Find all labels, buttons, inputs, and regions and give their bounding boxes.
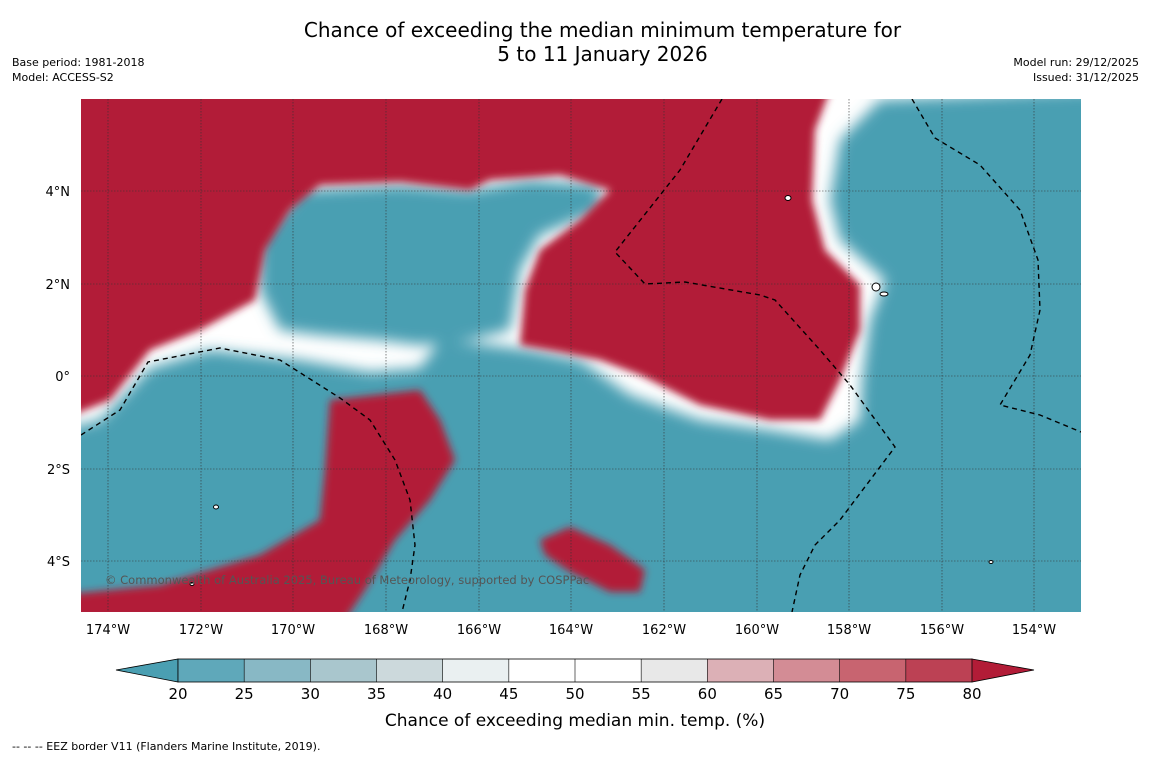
warm-region-south [540,527,645,592]
island-2 [871,282,881,292]
colorbar-frame [177,658,973,683]
colorbar-tick-label: 35 [367,685,386,703]
lon-label-158w: 158°W [827,623,871,638]
colorbar-bin [707,659,774,682]
lon-label-174w: 174°W [86,623,130,638]
warm-regions [81,99,860,612]
colorbar: 20 25 30 35 40 45 50 55 60 65 70 75 80 Chance of exc… [115,658,1035,731]
colorbar-tick-label: 30 [301,685,320,703]
warm-region-northwest [81,99,860,420]
colorbar-tick-label: 25 [235,685,254,703]
lat-label-0: 0° [55,370,70,385]
latitude-labels: 4°N 2°N 0° 2°S 4°S [46,185,71,570]
colorbar-tick-label: 55 [632,685,651,703]
colorbar-bin [442,659,510,682]
issued-date: Issued: 31/12/2025 [1032,71,1139,84]
longitude-labels: 174°W 172°W 170°W 168°W 166°W 164°W 162°… [86,623,1056,638]
lon-label-172w: 172°W [179,623,223,638]
island-5 [988,560,994,564]
colorbar-bin [905,659,973,682]
cool-region-north [260,180,600,345]
colorbar-tick-label: 75 [896,685,915,703]
colorbar-bins [178,659,973,682]
colorbar-extend-high [971,658,1035,683]
lat-label-2s: 2°S [47,463,70,478]
island-1 [784,195,792,201]
lon-label-160w: 160°W [735,623,779,638]
colorbar-bin [376,659,444,682]
lon-label-168w: 168°W [364,623,408,638]
lat-label-4n: 4°N [46,185,71,200]
eez-borders [81,99,1081,612]
colorbar-bin [641,659,708,682]
lon-label-164w: 164°W [549,623,593,638]
colorbar-tick-label: 65 [764,685,783,703]
lon-label-156w: 156°W [920,623,964,638]
colorbar-tick-label: 40 [433,685,452,703]
colorbar-tick-labels: 20 25 30 35 40 45 50 55 60 65 70 75 80 [168,685,981,703]
map-panel: © Commonwealth of Australia 2025, Bureau… [81,99,1081,612]
colorbar-bin [310,659,377,682]
model-run: Model run: 29/12/2025 [1013,56,1139,69]
lat-label-4s: 4°S [47,555,70,570]
lon-label-154w: 154°W [1012,623,1056,638]
graticule [81,99,1081,612]
cool-region-center [498,360,610,440]
colorbar-tick-label: 80 [962,685,981,703]
title-line-2: 5 to 11 January 2026 [497,42,708,66]
lat-label-2n: 2°N [46,278,71,293]
lon-label-170w: 170°W [271,623,315,638]
colorbar-bin [508,659,576,682]
island-6 [189,582,195,586]
footnote: -- -- -- EEZ border V11 (Flanders Marine… [12,740,321,753]
island-3 [879,291,889,297]
lon-label-162w: 162°W [642,623,686,638]
colorbar-tick-label: 20 [168,685,187,703]
lon-label-166w: 166°W [457,623,501,638]
colorbar-tick-label: 60 [698,685,717,703]
colorbar-tick-label: 45 [499,685,518,703]
meta-left: Base period: 1981-2018 Model: ACCESS-S2 [12,55,144,85]
map-figure: © Commonwealth of Australia 2025, Bureau… [46,99,1081,731]
colorbar-bin [178,659,245,682]
meta-right: Model run: 29/12/2025 Issued: 31/12/2025 [1013,55,1139,85]
colorbar-tick-label: 50 [565,685,584,703]
colorbar-extend-low [115,658,179,683]
colorbar-bin [575,659,642,682]
chart-title: Chance of exceeding the median minimum t… [0,18,1150,66]
title-line-1: Chance of exceeding the median minimum t… [303,18,902,42]
islands [189,195,994,586]
colorbar-bin [244,659,311,682]
colorbar-tick-label: 70 [830,685,849,703]
base-period: Base period: 1981-2018 [12,56,145,69]
model-name: Model: ACCESS-S2 [12,71,114,84]
island-4 [213,504,219,510]
colorbar-bin [839,659,907,682]
colorbar-bin [773,659,841,682]
colorbar-label: Chance of exceeding median min. temp. (%… [385,711,765,731]
copyright-notice: © Commonwealth of Australia 2025, Bureau… [105,573,589,587]
warm-region-southwest [81,390,455,612]
